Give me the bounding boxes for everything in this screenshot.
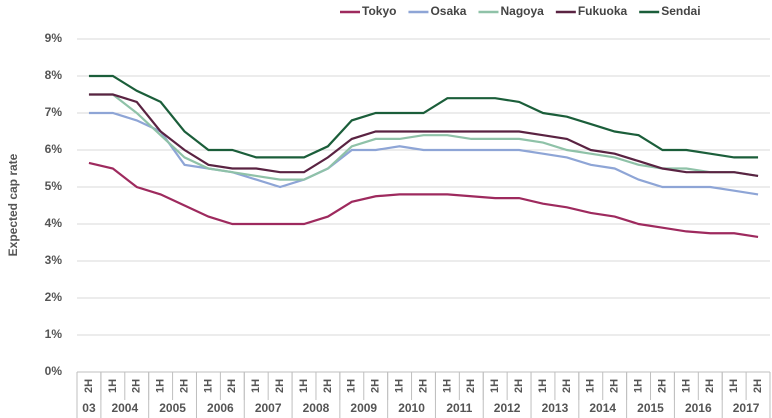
- line-series: [88, 111, 759, 196]
- x-tick-label: 1H: [394, 379, 406, 393]
- x-group-label: 2009: [350, 401, 377, 415]
- x-tick-label: 2H: [322, 379, 334, 393]
- legend-label: Tokyo: [362, 4, 396, 18]
- x-tick-label: 1H: [202, 379, 214, 393]
- x-tick-label: 1H: [346, 379, 358, 393]
- x-tick-label: 2H: [226, 379, 238, 393]
- x-tick-label: 1H: [250, 379, 262, 393]
- x-tick-label: 1H: [585, 379, 597, 393]
- y-tick-label: 5%: [45, 179, 63, 193]
- x-tick-label: 2H: [609, 379, 621, 393]
- y-tick-label: 7%: [45, 105, 63, 119]
- x-tick-label: 2H: [513, 379, 525, 393]
- x-tick-label: 1H: [489, 379, 501, 393]
- x-tick-label: 2H: [417, 379, 429, 393]
- line-series: [88, 74, 759, 159]
- x-group-label: 2012: [494, 401, 521, 415]
- x-tick-label: 1H: [155, 379, 167, 393]
- legend-label: Sendai: [661, 4, 700, 18]
- x-tick-label: 2H: [178, 379, 190, 393]
- x-group-label: 2016: [685, 401, 712, 415]
- x-tick-label: 2H: [656, 379, 668, 393]
- legend-label: Nagoya: [500, 4, 544, 18]
- y-tick-label: 8%: [45, 68, 63, 82]
- x-group-label: 03: [82, 401, 96, 415]
- x-tick-label: 1H: [298, 379, 310, 393]
- x-tick-label: 1H: [680, 379, 692, 393]
- x-tick-label: 1H: [632, 379, 644, 393]
- line-series: [88, 93, 759, 177]
- x-tick-label: 1H: [728, 379, 740, 393]
- y-tick-label: 1%: [45, 327, 63, 341]
- y-axis-label: Expected cap rate: [6, 153, 20, 256]
- y-tick-label: 9%: [45, 31, 63, 45]
- x-group-label: 2010: [398, 401, 425, 415]
- x-group-label: 2006: [207, 401, 234, 415]
- x-tick-label: 2H: [704, 379, 716, 393]
- x-group-label: 2011: [446, 401, 472, 415]
- x-group-label: 2017: [733, 401, 760, 415]
- x-tick-label: 2H: [131, 379, 143, 393]
- y-tick-label: 0%: [45, 364, 63, 378]
- x-group-label: 2005: [159, 401, 186, 415]
- line-series: [88, 93, 759, 181]
- y-tick-label: 4%: [45, 216, 63, 230]
- x-group-label: 2007: [255, 401, 282, 415]
- y-tick-label: 2%: [45, 290, 63, 304]
- x-group-label: 2015: [637, 401, 664, 415]
- x-tick-label: 2H: [274, 379, 286, 393]
- y-tick-label: 3%: [45, 253, 63, 267]
- x-group-label: 2013: [542, 401, 569, 415]
- x-tick-label: 2H: [83, 379, 95, 393]
- x-tick-label: 1H: [107, 379, 119, 393]
- legend-label: Osaka: [430, 4, 466, 18]
- x-tick-label: 1H: [537, 379, 549, 393]
- x-tick-label: 2H: [370, 379, 382, 393]
- x-group-label: 2008: [303, 401, 330, 415]
- y-tick-label: 6%: [45, 142, 63, 156]
- x-tick-label: 2H: [465, 379, 477, 393]
- x-group-label: 2014: [589, 401, 616, 415]
- legend-label: Fukuoka: [578, 4, 628, 18]
- line-series: [88, 161, 759, 239]
- x-tick-label: 2H: [752, 379, 764, 393]
- x-group-label: 2004: [111, 401, 138, 415]
- x-tick-label: 1H: [441, 379, 453, 393]
- x-tick-label: 2H: [561, 379, 573, 393]
